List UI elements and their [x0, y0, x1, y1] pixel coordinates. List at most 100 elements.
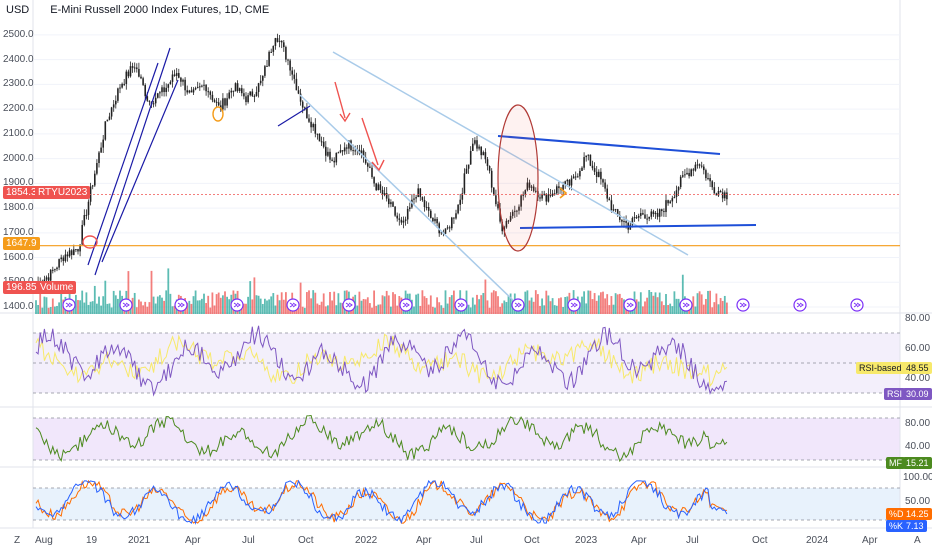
volume-bar [652, 295, 655, 314]
candle-body [390, 202, 392, 205]
candle-body [625, 221, 627, 223]
volume-bar [669, 303, 672, 314]
volume-bar [413, 306, 415, 314]
volume-bar [102, 296, 105, 314]
volume-bar [276, 294, 279, 314]
price-tick-label: 1400.0 [3, 301, 34, 313]
candle-body [289, 60, 291, 71]
volume-bar [341, 303, 344, 314]
volume-bar [165, 290, 168, 314]
candle-body [222, 98, 224, 110]
candle-body [682, 175, 684, 177]
candle-body [619, 214, 621, 220]
volume-bar [228, 299, 231, 314]
candle-body [591, 165, 594, 169]
candle-body [186, 90, 188, 93]
candle-body [472, 143, 474, 151]
auto-scale-button[interactable]: A [914, 535, 921, 546]
volume-bar [587, 290, 590, 314]
current-price-tag: 1854.3 [3, 186, 40, 199]
candle-body [564, 181, 566, 185]
candle-body [49, 269, 52, 281]
mf-band [33, 418, 900, 460]
volume-bar [612, 304, 615, 314]
volume-bar [482, 292, 485, 314]
candle-body [444, 228, 447, 234]
candle-body [434, 218, 436, 222]
volume-bar [660, 301, 663, 314]
volume-bar [54, 306, 56, 314]
candle-body [661, 209, 663, 212]
candle-body [167, 84, 170, 88]
candle-body [123, 83, 125, 85]
candle-body [415, 197, 417, 199]
volume-bar [272, 293, 275, 314]
volume-bar [215, 294, 218, 314]
stoch-tick-50: 50.00 [905, 496, 931, 507]
volume-label: Volume [37, 281, 77, 294]
candle-body [587, 154, 590, 156]
volume-bar [526, 290, 529, 314]
candle-body [640, 213, 642, 216]
volume-bar [93, 285, 96, 314]
volume-bar [148, 302, 151, 314]
volume-bar [339, 302, 342, 314]
candle-body [68, 250, 71, 257]
candle-body [511, 211, 514, 216]
candle-body [178, 73, 180, 78]
volume-bar [608, 305, 611, 314]
volume-bar [442, 307, 445, 314]
candle-body [207, 91, 209, 93]
candle-body [70, 250, 73, 255]
volume-bar [306, 292, 308, 314]
chart-title: E-Mini Russell 2000 Index Futures, 1D, C… [50, 4, 270, 16]
candle-body [549, 194, 552, 196]
candle-body [148, 100, 151, 102]
volume-bar [677, 298, 680, 314]
volume-bar [371, 307, 373, 314]
volume-bar [58, 302, 60, 314]
candle-body [595, 171, 598, 177]
volume-bar [723, 295, 726, 314]
candle-body [188, 90, 191, 93]
volume-bar [583, 291, 585, 314]
candle-body [329, 151, 331, 160]
volume-bar [444, 290, 447, 314]
candle-body [293, 74, 296, 79]
price-tick-label: 2200.0 [3, 103, 34, 115]
volume-bar [503, 300, 506, 314]
volume-bar [270, 296, 273, 314]
volume-bar [675, 298, 678, 314]
candle-body [64, 254, 67, 262]
zoom-button[interactable]: Z [14, 535, 21, 546]
candle-body [480, 146, 482, 156]
event-marker-glyph [457, 302, 465, 308]
candle-body [711, 181, 713, 188]
candle-body [577, 176, 579, 178]
volume-bar [429, 295, 432, 314]
highlight-ellipse [497, 104, 539, 252]
candle-body [713, 187, 716, 194]
candle-body [58, 259, 60, 268]
candle-body [467, 164, 470, 169]
price-tick-label: 2500.0 [3, 28, 34, 40]
candle-body [493, 187, 495, 196]
candle-body [119, 87, 121, 89]
candle-body [474, 140, 476, 144]
candle-body [245, 96, 247, 103]
candle-body [446, 227, 449, 229]
time-tick-label: 2023 [575, 535, 598, 546]
volume-bar [509, 293, 512, 314]
candle-body [87, 201, 90, 215]
volume-bar [589, 290, 592, 314]
volume-bar [419, 305, 422, 314]
volume-bar [110, 307, 113, 314]
volume-bar [213, 305, 216, 314]
volume-bar [392, 292, 394, 314]
volume-bar [377, 304, 380, 314]
volume-bar [415, 294, 417, 314]
volume-bar [595, 300, 598, 314]
candle-body [272, 45, 275, 52]
candle-body [451, 217, 453, 229]
